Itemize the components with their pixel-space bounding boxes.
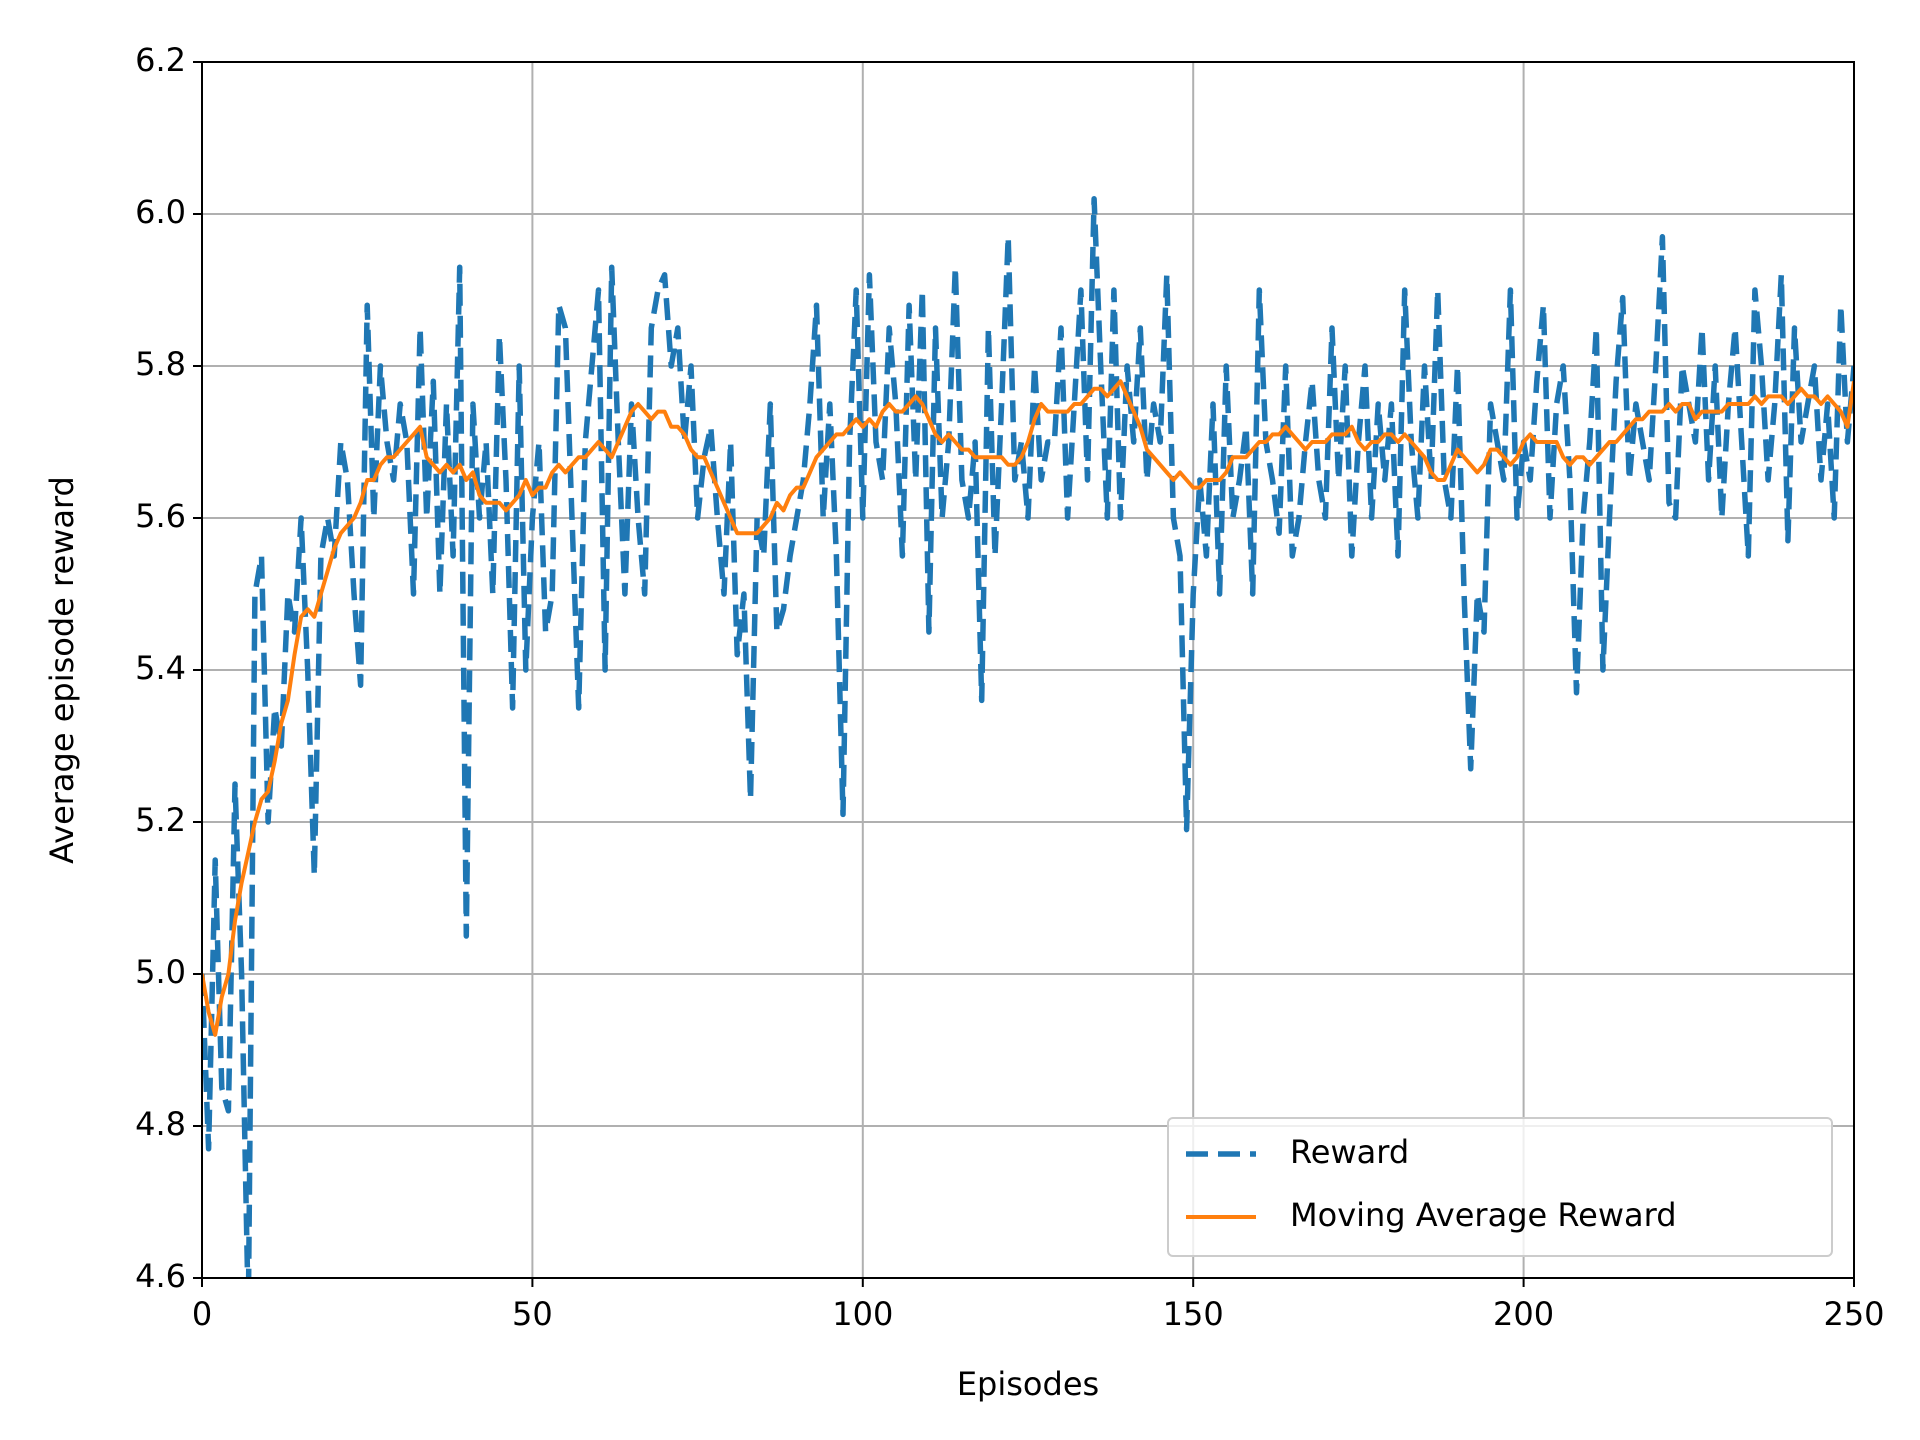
y-tick-label: 5.4 xyxy=(135,649,186,687)
y-tick-label: 6.2 xyxy=(135,41,186,79)
legend-label: Moving Average Reward xyxy=(1290,1196,1677,1234)
y-tick-label: 5.2 xyxy=(135,801,186,839)
y-axis-label: Average episode reward xyxy=(43,476,81,864)
y-tick-label: 5.0 xyxy=(135,953,186,991)
x-tick-label: 50 xyxy=(512,1295,553,1333)
plot-lines xyxy=(202,196,1854,1278)
legend-label: Reward xyxy=(1290,1133,1409,1171)
plot-frame xyxy=(201,61,1855,1279)
y-tick-label: 4.8 xyxy=(135,1105,186,1143)
x-tick-label: 200 xyxy=(1493,1295,1554,1333)
x-tick-label: 150 xyxy=(1163,1295,1224,1333)
y-tick-label: 6.0 xyxy=(135,193,186,231)
x-axis-label: Episodes xyxy=(957,1365,1099,1403)
x-tick-label: 100 xyxy=(832,1295,893,1333)
series-line xyxy=(202,379,1854,1037)
y-tick-label: 5.8 xyxy=(135,345,186,383)
x-tick-label: 0 xyxy=(192,1295,212,1333)
legend-box xyxy=(1167,1117,1833,1257)
y-tick-label: 5.6 xyxy=(135,497,186,535)
series-line xyxy=(202,196,1854,1278)
y-tick-label: 4.6 xyxy=(135,1257,186,1295)
x-tick-label: 250 xyxy=(1823,1295,1884,1333)
